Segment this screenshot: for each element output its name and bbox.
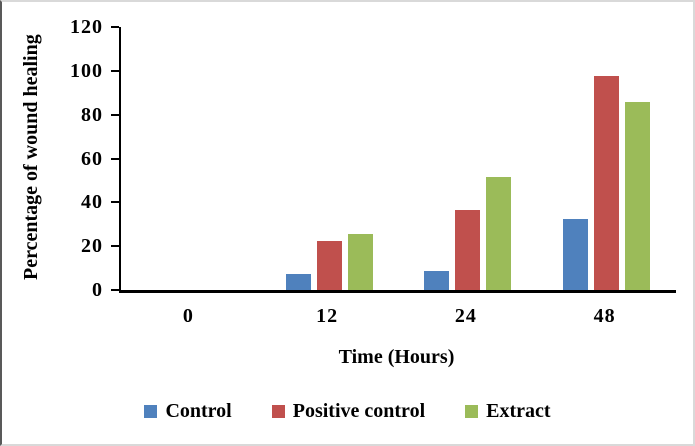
chart-legend: Control Positive control Extract — [2, 400, 693, 423]
legend-swatch-icon — [271, 405, 285, 418]
x-category-label: 48 — [593, 305, 616, 327]
bar-extract — [486, 177, 512, 290]
y-axis-tick — [111, 245, 119, 248]
bar-extract — [347, 234, 373, 290]
legend-label: Positive control — [292, 400, 426, 422]
y-tick-label: 100 — [70, 59, 103, 82]
y-tick-label: 60 — [81, 147, 103, 170]
legend-item: Extract — [465, 400, 551, 423]
y-tick-label: 40 — [81, 191, 103, 214]
bar-positive-control — [594, 76, 620, 290]
legend-label: Extract — [486, 400, 551, 422]
y-tick-label: 120 — [70, 16, 103, 38]
legend-label: Control — [165, 400, 232, 422]
bar-control — [285, 273, 311, 290]
y-axis-tick — [111, 69, 119, 72]
bar-control — [424, 271, 450, 290]
y-axis-tick — [111, 113, 119, 116]
y-tick-label: 0 — [92, 279, 103, 301]
y-tick-label: 80 — [81, 103, 103, 126]
plot-area — [119, 27, 676, 293]
x-category-label: 0 — [182, 305, 194, 327]
legend-swatch-icon — [465, 405, 479, 418]
bar-positive-control — [455, 210, 481, 290]
bar-control — [563, 218, 589, 290]
y-axis-tick — [111, 201, 119, 204]
y-axis-tick — [111, 289, 119, 291]
bar-positive-control — [316, 240, 342, 290]
x-category-label: 12 — [316, 305, 339, 327]
legend-swatch-icon — [144, 405, 158, 418]
y-tick-label: 20 — [81, 235, 103, 258]
y-axis-tick — [111, 157, 119, 160]
bar-extract — [625, 101, 651, 290]
y-axis-tick — [111, 26, 119, 28]
x-axis-title: Time (Hours) — [338, 346, 455, 368]
legend-item: Positive control — [271, 400, 426, 423]
legend-item: Control — [144, 400, 232, 423]
x-category-label: 24 — [454, 305, 477, 327]
